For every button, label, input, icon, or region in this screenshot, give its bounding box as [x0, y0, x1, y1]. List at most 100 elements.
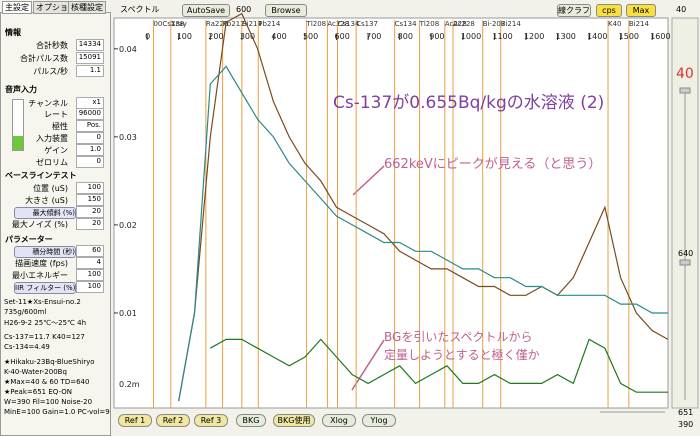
field-value[interactable]: 100 — [76, 281, 104, 293]
nuclide-label: Pb212 — [223, 20, 245, 28]
button[interactable]: Max — [626, 4, 656, 17]
nuclide-label: Cs134 — [337, 20, 359, 28]
field-value[interactable]: 15091 — [76, 52, 104, 64]
field-value: 40 — [676, 5, 687, 14]
field-value[interactable]: 1.0 — [76, 144, 104, 156]
field-value[interactable]: Pos. — [76, 120, 104, 132]
field-label: 大きさ (uS) — [25, 196, 68, 205]
y-tick-label: 0.02 — [119, 221, 137, 230]
nuclide-label: Tl208 — [419, 20, 440, 28]
field-value[interactable]: 4 — [76, 257, 104, 269]
note-line: Set-11★Xs-Ensui-no.2 — [4, 298, 81, 306]
field-value[interactable]: 1.1 — [76, 65, 104, 77]
level-meter — [12, 99, 24, 151]
note-line: 735g/600ml — [4, 308, 47, 316]
nuclide-label: K40 — [608, 20, 622, 28]
secondary-axis-label: 0.2m — [119, 380, 140, 389]
y-tick-label: 0.03 — [119, 133, 137, 142]
note-line: ★Max=40 & 60 TD=640 — [4, 378, 90, 386]
field-value[interactable]: 96000 — [76, 108, 104, 120]
field-label: 入力装置 — [36, 134, 68, 143]
nuclide-label: Bi-207 — [483, 20, 506, 28]
field-value[interactable]: 150 — [76, 194, 104, 206]
note-line: H26-9-2 25℃〜25℃ 4h — [4, 319, 87, 327]
field-label: 合計パルス数 — [20, 54, 68, 63]
note-line: MinE=100 Gain=1.0 PC-vol=9 — [4, 408, 110, 416]
annotation: BGを引いたスペクトルから — [384, 330, 532, 344]
button[interactable]: cps — [596, 4, 622, 17]
x-tick-label: 1400 — [587, 32, 607, 41]
width-value: 390 — [678, 420, 694, 429]
x-tick-label: 1500 — [619, 32, 639, 41]
field-value[interactable]: 100 — [76, 269, 104, 281]
field-value[interactable]: 60 — [76, 245, 104, 257]
section-title: 音声入力 — [5, 85, 37, 94]
field-value[interactable]: 20 — [76, 218, 104, 230]
field-value: 600 — [236, 5, 252, 14]
section-title: 情報 — [5, 28, 21, 37]
x-tick-label: 700 — [366, 32, 381, 41]
nuclide-label: 00Cs138 — [153, 20, 184, 28]
field-value[interactable]: 0 — [76, 156, 104, 168]
button-label[interactable]: 積分時間 (秒) — [14, 246, 76, 258]
button[interactable]: Ref 2 — [156, 414, 190, 427]
arrow — [352, 165, 385, 196]
button[interactable]: BKG使用 — [273, 414, 315, 427]
arrow — [351, 339, 385, 391]
field-label: ゼロリム — [36, 158, 68, 167]
note-line: ★Peak=651 EQ-ON — [4, 388, 72, 396]
note-line: W=390 Fil=100 Noise-20 — [4, 398, 93, 406]
slider-thumb[interactable] — [679, 259, 691, 266]
button[interactable]: BKG — [236, 414, 266, 427]
button[interactable]: Browse — [265, 4, 307, 17]
nuclide-label: Ac228 — [327, 20, 349, 28]
note-line: K-40-Water-200Bq — [4, 368, 67, 376]
x-tick-label: 400 — [271, 32, 286, 41]
button[interactable]: Xlog — [322, 414, 356, 427]
x-tick-label: 500 — [303, 32, 318, 41]
x-tick-label: 800 — [398, 32, 413, 41]
nuclide-label: Bi214 — [629, 20, 650, 28]
field-label: 極性 — [52, 122, 68, 131]
x-tick-label: 1200 — [524, 32, 544, 41]
nuclide-label: Cs137 — [356, 20, 378, 28]
peak-value: 651 — [678, 408, 694, 417]
field-value[interactable]: 100 — [76, 182, 104, 194]
button[interactable]: 線クラフ — [557, 4, 591, 17]
x-tick-label: 900 — [429, 32, 444, 41]
button[interactable]: AutoSave — [182, 4, 230, 17]
tab[interactable]: 主設定 — [2, 1, 32, 14]
nuclide-label: Pb214 — [258, 20, 281, 28]
spectrum-line — [178, 65, 668, 402]
y-tick-label: 0.01 — [119, 309, 137, 318]
button[interactable]: Ref 1 — [118, 414, 152, 427]
field-value[interactable]: 0 — [76, 132, 104, 144]
tab[interactable]: 核種設定 — [68, 1, 106, 14]
x-tick-label: 600 — [335, 32, 350, 41]
field-label: チャンネル — [28, 99, 68, 108]
section-title: パラメーター — [5, 235, 53, 244]
slider-thumb[interactable] — [679, 87, 691, 94]
x-tick-label: 300 — [240, 32, 255, 41]
x-tick-label: 1300 — [556, 32, 576, 41]
nuclide-label: Bi214 — [242, 20, 263, 28]
x-tick-label: 100 — [177, 32, 192, 41]
spectrum-line — [178, 12, 669, 402]
spectrum-line — [210, 338, 668, 393]
annotation: 定量しようとすると極く僅か — [384, 347, 540, 362]
button-label[interactable]: 最大傾斜 (%) — [14, 207, 76, 219]
section-title: ベースラインテスト — [5, 171, 77, 180]
y-tick-label: 0.04 — [119, 45, 137, 54]
nuclide-label: Tl208 — [306, 20, 327, 28]
td-value: 640 — [678, 249, 694, 258]
field-label: 最小エネルギー — [12, 271, 68, 280]
button[interactable]: Ylog — [362, 414, 396, 427]
note-line: Cs-137=11.7 K40=127 — [4, 333, 85, 341]
nuclide-label: Bi214 — [501, 20, 522, 28]
button[interactable]: Ref 3 — [194, 414, 228, 427]
field-value[interactable]: 14334 — [76, 39, 104, 51]
field-value[interactable]: 20 — [76, 206, 104, 218]
button-label[interactable]: IIR フィルター (%) — [14, 282, 76, 294]
